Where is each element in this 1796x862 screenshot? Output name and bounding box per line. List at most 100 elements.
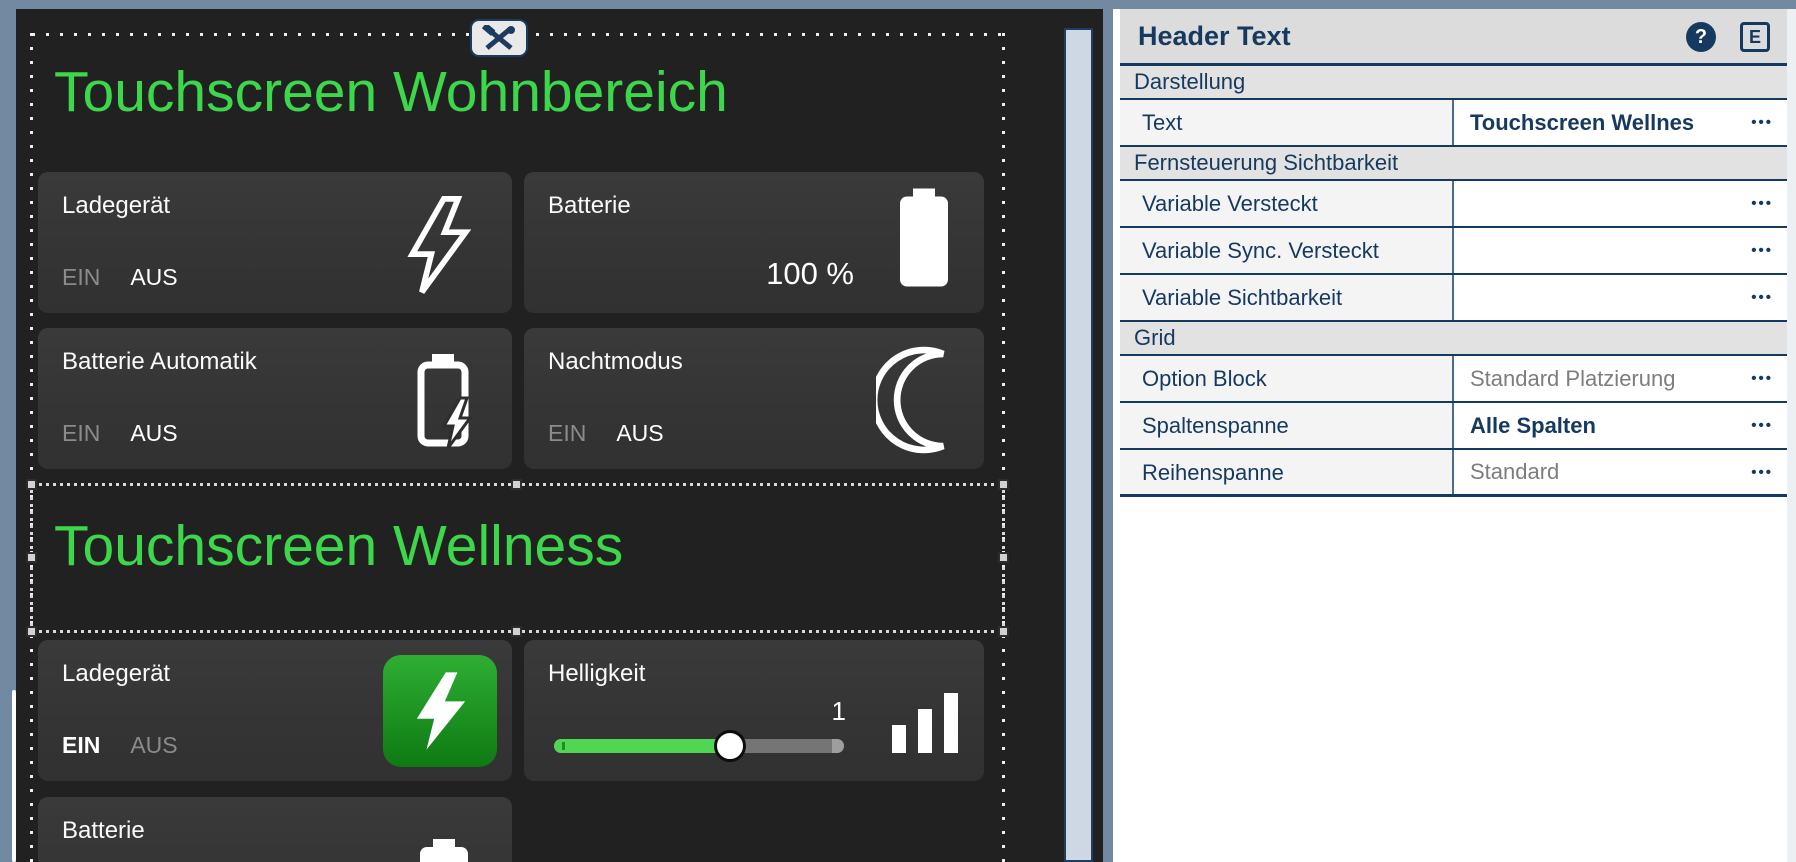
property-row-variable-sichtbarkeit[interactable]: Variable Sichtbarkeit ••• <box>1120 275 1787 322</box>
property-value: Touchscreen Wellnes <box>1470 109 1695 135</box>
edit-mode-icon[interactable]: E <box>1740 22 1770 52</box>
property-value-cell[interactable]: ••• <box>1454 275 1787 320</box>
section-fernsteuerung-sichtbarkeit: Fernsteuerung Sichtbarkeit <box>1120 147 1787 181</box>
inspector-title: Header Text <box>1138 21 1291 51</box>
property-row-reihenspanne[interactable]: Reihenspanne Standard ••• <box>1120 450 1787 497</box>
property-label: Variable Versteckt <box>1120 181 1454 226</box>
switch-off-label[interactable]: AUS <box>616 420 664 446</box>
property-row-option-block[interactable]: Option Block Standard Platzierung ••• <box>1120 356 1787 403</box>
inspector-header: Header Text ? E <box>1120 9 1787 66</box>
page-tools-button[interactable] <box>470 19 528 57</box>
property-value-cell[interactable]: Alle Spalten ••• <box>1454 403 1787 448</box>
header-text-wellness[interactable]: Touchscreen Wellness <box>54 514 624 578</box>
lightning-outline-icon <box>407 196 472 294</box>
tile-title: Batterie Automatik <box>62 348 257 375</box>
switch-off-label[interactable]: AUS <box>130 732 178 758</box>
slider-track-end <box>832 739 844 753</box>
tile-batterie-wellness[interactable]: Batterie <box>38 797 512 862</box>
slider-fill <box>554 739 730 753</box>
panel-splitter[interactable] <box>1103 0 1113 862</box>
selection-handle[interactable] <box>998 479 1009 490</box>
ellipsis-button[interactable]: ••• <box>1751 370 1773 387</box>
ellipsis-button[interactable]: ••• <box>1751 114 1773 131</box>
tile-title: Batterie <box>548 192 631 219</box>
ellipsis-button[interactable]: ••• <box>1751 417 1773 434</box>
selection-handle[interactable] <box>26 479 37 490</box>
property-value: Standard <box>1470 459 1560 484</box>
property-value: Standard Platzierung <box>1470 365 1676 391</box>
help-icon[interactable]: ? <box>1686 22 1716 52</box>
selection-handle[interactable] <box>26 552 37 563</box>
top-border <box>0 0 1796 9</box>
moon-icon <box>876 346 945 454</box>
panel-scrollbar-track[interactable] <box>1787 9 1796 862</box>
property-value-cell[interactable]: Standard ••• <box>1454 450 1787 494</box>
property-row-variable-sync-versteckt[interactable]: Variable Sync. Versteckt ••• <box>1120 228 1787 275</box>
switch-on-label[interactable]: EIN <box>548 420 587 446</box>
tile-helligkeit[interactable]: Helligkeit 1 <box>524 640 984 781</box>
panel-gap <box>1113 9 1120 862</box>
left-border <box>0 9 16 862</box>
signal-bars-icon <box>892 693 958 753</box>
property-value-cell[interactable]: Standard Platzierung ••• <box>1454 356 1787 401</box>
ellipsis-button[interactable]: ••• <box>1751 289 1773 306</box>
property-inspector: Header Text ? E Darstellung Text Touchsc… <box>1120 9 1787 862</box>
tile-title: Helligkeit <box>548 660 646 687</box>
property-value-cell[interactable]: Touchscreen Wellnes ••• <box>1454 100 1787 145</box>
tile-title: Ladegerät <box>62 660 171 687</box>
canvas-scrollbar[interactable] <box>1064 28 1093 862</box>
switch-on-label[interactable]: EIN <box>62 732 101 758</box>
slider-thumb[interactable] <box>714 730 746 762</box>
charger-active-badge[interactable] <box>383 655 497 767</box>
property-label: Text <box>1120 100 1454 145</box>
tile-title: Nachtmodus <box>548 348 683 375</box>
selection-handle[interactable] <box>511 626 522 637</box>
brightness-slider[interactable] <box>554 730 844 762</box>
slider-min-tick <box>562 742 565 750</box>
battery-percent-value: 100 % <box>766 256 854 291</box>
page-selection-border-right <box>1002 33 1005 862</box>
tile-ladegeraet-wohnbereich[interactable]: Ladegerät EIN AUS <box>38 172 512 313</box>
property-value: Alle Spalten <box>1470 412 1596 438</box>
switch-on-label[interactable]: EIN <box>62 420 101 446</box>
property-label: Spaltenspanne <box>1120 403 1454 448</box>
brightness-value: 1 <box>831 696 846 726</box>
ellipsis-button[interactable]: ••• <box>1751 463 1773 481</box>
selection-handle[interactable] <box>26 626 37 637</box>
selection-handle[interactable] <box>511 479 522 490</box>
header-text-wohnbereich[interactable]: Touchscreen Wohnbereich <box>54 60 728 124</box>
tile-title: Ladegerät <box>62 192 171 219</box>
switch-off-label[interactable]: AUS <box>130 420 178 446</box>
property-row-text[interactable]: Text Touchscreen Wellnes ••• <box>1120 100 1787 147</box>
lightning-icon <box>416 672 466 750</box>
touchscreen-canvas[interactable]: Touchscreen Wohnbereich Ladegerät EIN AU… <box>16 9 1103 862</box>
tile-batterie-automatik[interactable]: Batterie Automatik EIN AUS <box>38 328 512 469</box>
property-row-spaltenspanne[interactable]: Spaltenspanne Alle Spalten ••• <box>1120 403 1787 450</box>
section-darstellung: Darstellung <box>1120 66 1787 100</box>
selection-handle[interactable] <box>998 552 1009 563</box>
left-scrollbar-thumb[interactable] <box>12 690 16 862</box>
switch-off-label[interactable]: AUS <box>130 264 178 290</box>
tile-ladegeraet-wellness[interactable]: Ladegerät EIN AUS <box>38 640 512 781</box>
tile-batterie-wohnbereich[interactable]: Batterie 100 % <box>524 172 984 313</box>
page-selection-border-left <box>30 33 33 862</box>
hammer-wrench-icon <box>482 25 515 50</box>
property-label: Option Block <box>1120 356 1454 401</box>
section-grid: Grid <box>1120 322 1787 356</box>
ellipsis-button[interactable]: ••• <box>1751 195 1773 212</box>
battery-icon <box>900 188 948 287</box>
tile-title: Batterie <box>62 817 145 844</box>
property-value-cell[interactable]: ••• <box>1454 181 1787 226</box>
property-value-cell[interactable]: ••• <box>1454 228 1787 273</box>
battery-charging-icon <box>417 354 473 449</box>
ellipsis-button[interactable]: ••• <box>1751 242 1773 259</box>
battery-icon <box>420 839 468 862</box>
property-label: Variable Sichtbarkeit <box>1120 275 1454 320</box>
property-row-variable-versteckt[interactable]: Variable Versteckt ••• <box>1120 181 1787 228</box>
switch-on-label[interactable]: EIN <box>62 264 101 290</box>
selection-handle[interactable] <box>998 626 1009 637</box>
property-label: Reihenspanne <box>1120 450 1454 494</box>
tile-nachtmodus[interactable]: Nachtmodus EIN AUS <box>524 328 984 469</box>
property-label: Variable Sync. Versteckt <box>1120 228 1454 273</box>
